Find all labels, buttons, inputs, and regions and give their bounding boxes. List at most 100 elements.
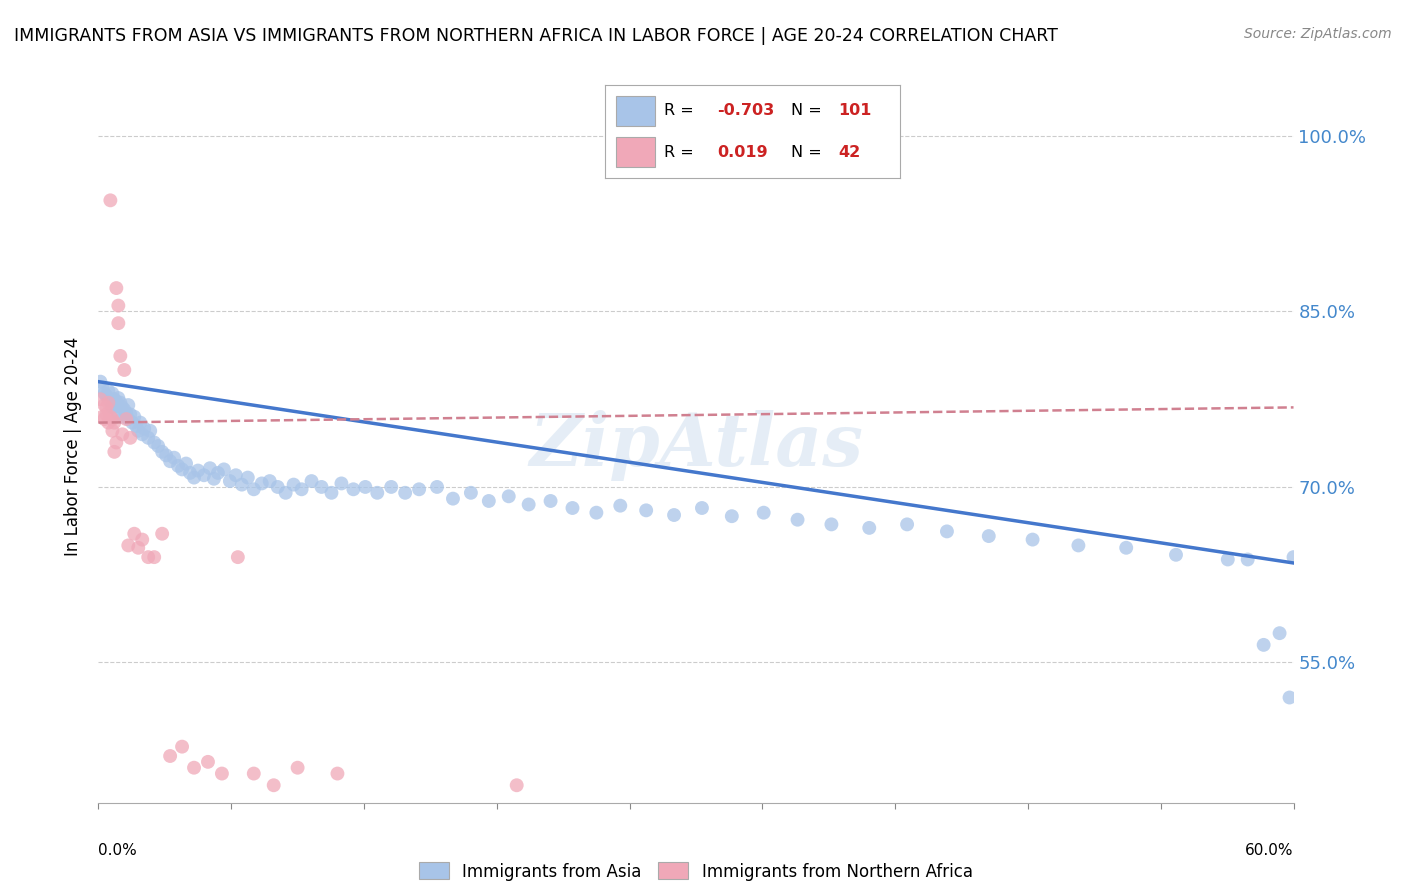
Point: [820, 517, 842, 532]
Text: 0.0%: 0.0%: [98, 843, 138, 858]
Point: [89, 392, 111, 407]
Legend: Immigrants from Asia, Immigrants from Northern Africa: Immigrants from Asia, Immigrants from No…: [412, 855, 980, 888]
Text: 101: 101: [838, 103, 872, 119]
Point: [105, 435, 128, 450]
Point: [117, 398, 139, 412]
Point: [115, 406, 138, 420]
Point: [112, 402, 135, 417]
Point: [110, 395, 132, 409]
Point: [301, 474, 323, 488]
Text: 42: 42: [838, 145, 860, 160]
Text: 0.019: 0.019: [717, 145, 768, 160]
Point: [129, 416, 152, 430]
Point: [124, 526, 146, 541]
Point: [148, 439, 170, 453]
Text: N =: N =: [790, 145, 821, 160]
Point: [561, 501, 583, 516]
Point: [485, 842, 508, 856]
Point: [321, 485, 343, 500]
Point: [91, 380, 114, 394]
Point: [243, 766, 266, 780]
Point: [105, 281, 128, 295]
Point: [101, 412, 124, 426]
Point: [1216, 552, 1239, 566]
Text: Source: ZipAtlas.com: Source: ZipAtlas.com: [1244, 27, 1392, 41]
Point: [125, 419, 148, 434]
Point: [1236, 552, 1258, 566]
Text: IMMIGRANTS FROM ASIA VS IMMIGRANTS FROM NORTHERN AFRICA IN LABOR FORCE | AGE 20-: IMMIGRANTS FROM ASIA VS IMMIGRANTS FROM …: [14, 27, 1057, 45]
Point: [124, 409, 146, 424]
Point: [111, 401, 134, 415]
Point: [287, 761, 309, 775]
Point: [311, 480, 333, 494]
Point: [163, 450, 186, 465]
Point: [609, 499, 631, 513]
Point: [105, 394, 128, 409]
Point: [131, 427, 153, 442]
Point: [174, 457, 197, 471]
Point: [291, 483, 314, 497]
Point: [143, 550, 166, 565]
Point: [93, 412, 115, 426]
Point: [721, 509, 744, 524]
Point: [752, 506, 775, 520]
Bar: [616, 96, 655, 126]
Point: [96, 408, 118, 422]
Bar: [616, 137, 655, 167]
Point: [96, 389, 118, 403]
Point: [111, 409, 134, 424]
Point: [366, 485, 388, 500]
Point: [662, 508, 685, 522]
Point: [263, 778, 285, 792]
Point: [236, 470, 259, 484]
Point: [172, 739, 194, 754]
Point: [441, 491, 464, 506]
Point: [107, 391, 129, 405]
Point: [98, 409, 122, 424]
Point: [636, 503, 658, 517]
Point: [267, 480, 290, 494]
Point: [120, 408, 142, 422]
Point: [131, 533, 153, 547]
Point: [498, 489, 520, 503]
Point: [101, 386, 124, 401]
Point: [91, 409, 114, 424]
Point: [1067, 538, 1090, 552]
Point: [354, 480, 377, 494]
Point: [283, 477, 305, 491]
Point: [1115, 541, 1137, 555]
Point: [127, 424, 149, 438]
Point: [226, 550, 249, 565]
Point: [110, 349, 132, 363]
Point: [117, 538, 139, 552]
Point: [136, 550, 159, 565]
Point: [212, 462, 235, 476]
Point: [936, 524, 959, 539]
Point: [117, 412, 139, 426]
Point: [101, 401, 124, 415]
Point: [460, 485, 482, 500]
Point: [167, 458, 190, 473]
Point: [112, 363, 135, 377]
Point: [517, 498, 540, 512]
Point: [219, 474, 242, 488]
Point: [98, 194, 122, 208]
Point: [231, 477, 253, 491]
Point: [1021, 533, 1043, 547]
Point: [274, 485, 297, 500]
Point: [120, 431, 142, 445]
Point: [97, 416, 120, 430]
Point: [478, 494, 501, 508]
Text: 60.0%: 60.0%: [1246, 843, 1294, 858]
Point: [183, 761, 205, 775]
Point: [139, 424, 162, 438]
Point: [89, 375, 111, 389]
Point: [225, 468, 247, 483]
Point: [107, 316, 129, 330]
Point: [159, 749, 181, 764]
Point: [93, 386, 115, 401]
Point: [1253, 638, 1275, 652]
Point: [97, 395, 120, 409]
Point: [103, 392, 125, 407]
Point: [259, 474, 281, 488]
